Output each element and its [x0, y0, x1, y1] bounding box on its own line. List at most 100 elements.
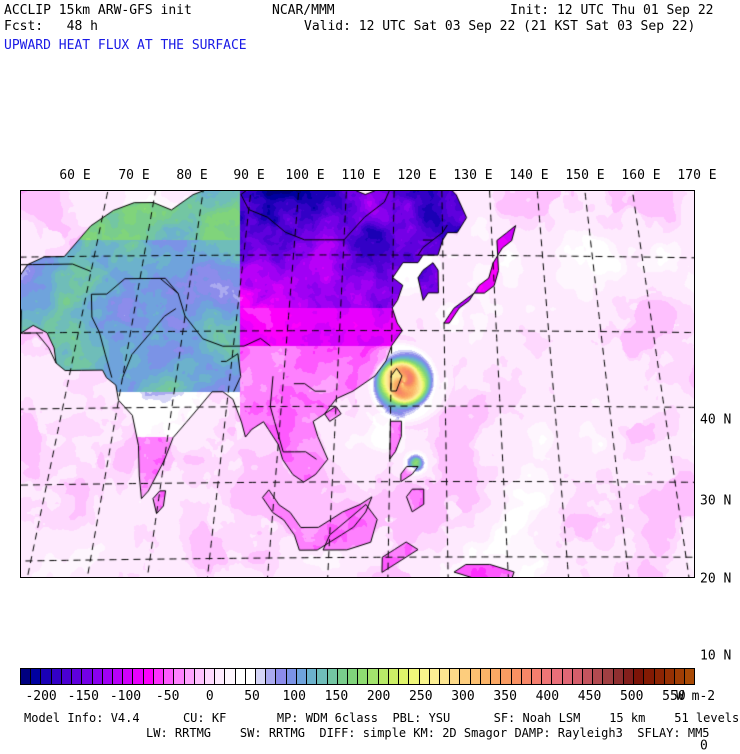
- colorbar-tick-14: 500: [619, 689, 644, 704]
- colorbar-cell: [654, 669, 665, 684]
- colorbar-cell: [460, 669, 471, 684]
- colorbar-cells: [20, 668, 695, 685]
- colorbar-cell: [348, 669, 359, 684]
- lon-label-4: 100 E: [285, 168, 325, 183]
- colorbar-cell: [613, 669, 624, 684]
- colorbar-cell: [245, 669, 257, 684]
- colorbar-cell: [644, 669, 655, 684]
- colorbar-cell: [399, 669, 410, 684]
- lon-label-3: 90 E: [233, 168, 265, 183]
- colorbar-cell: [204, 669, 216, 684]
- lon-label-2: 80 E: [176, 168, 208, 183]
- lon-label-7: 130 E: [453, 168, 493, 183]
- colorbar-cell: [307, 669, 318, 684]
- colorbar-cell: [51, 669, 62, 684]
- lon-label-1: 70 E: [118, 168, 150, 183]
- colorbar-cell: [419, 669, 430, 684]
- model-info-line-1: Model Info: V4.4 CU: KF MP: WDM 6class P…: [24, 711, 740, 725]
- colorbar-cell: [572, 669, 584, 684]
- colorbar-tick-15: 550: [662, 689, 686, 704]
- colorbar-cell: [31, 669, 42, 684]
- colorbar-cell: [225, 669, 236, 684]
- colorbar-cell: [378, 669, 389, 684]
- forecast-hour-label: Fcst: 48 h: [4, 19, 98, 34]
- colorbar-cell: [256, 669, 267, 684]
- colorbar-tick-0: -200: [25, 689, 57, 704]
- colorbar-cell: [603, 669, 614, 684]
- colorbar-cell: [184, 669, 195, 684]
- colorbar-cell: [388, 669, 400, 684]
- colorbar-cell: [194, 669, 205, 684]
- colorbar-cell: [164, 669, 175, 684]
- colorbar-cell: [215, 669, 226, 684]
- colorbar-cell: [143, 669, 154, 684]
- colorbar-tick-9: 250: [409, 689, 433, 704]
- colorbar-cell: [491, 669, 502, 684]
- colorbar-cell: [562, 669, 573, 684]
- colorbar-cell: [429, 669, 440, 684]
- colorbar-tick-2: -100: [109, 689, 142, 704]
- colorbar-cell: [439, 669, 451, 684]
- colorbar-cell: [82, 669, 93, 684]
- colorbar-cell: [153, 669, 165, 684]
- lat-label-1: 30 N: [700, 493, 732, 509]
- colorbar-tick-3: -50: [155, 689, 180, 704]
- colorbar-cell: [174, 669, 185, 684]
- valid-time-label: Valid: 12 UTC Sat 03 Sep 22 (21 KST Sat …: [304, 19, 696, 34]
- field-title: UPWARD HEAT FLUX AT THE SURFACE: [4, 38, 247, 53]
- lat-label-0: 40 N: [700, 412, 732, 428]
- colorbar-cell: [41, 669, 52, 684]
- colorbar-cell: [450, 669, 461, 684]
- colorbar-cell: [266, 669, 277, 684]
- lat-label-2: 20 N: [700, 571, 732, 587]
- colorbar-cell: [286, 669, 297, 684]
- colorbar-cell: [583, 669, 594, 684]
- colorbar-cell: [123, 669, 134, 684]
- colorbar-tick-4: 0: [205, 689, 214, 704]
- colorbar-cell: [327, 669, 338, 684]
- colorbar-cell: [92, 669, 103, 684]
- colorbar-cell: [317, 669, 328, 684]
- colorbar-cell: [675, 669, 686, 684]
- heat-flux-raster: [21, 191, 694, 577]
- colorbar-cell: [511, 669, 522, 684]
- colorbar-tick-11: 350: [493, 689, 517, 704]
- colorbar-units-label: W m-2: [676, 689, 716, 704]
- colorbar-cell: [21, 669, 32, 684]
- lon-label-5: 110 E: [341, 168, 381, 183]
- institution-label: NCAR/MMM: [272, 3, 335, 18]
- lon-label-9: 150 E: [565, 168, 605, 183]
- colorbar-cell: [552, 669, 563, 684]
- colorbar-cell: [337, 669, 348, 684]
- colorbar-cell: [61, 669, 73, 684]
- lon-label-6: 120 E: [397, 168, 437, 183]
- lon-label-10: 160 E: [621, 168, 661, 183]
- lon-label-0: 60 E: [59, 168, 91, 183]
- colorbar-cell: [112, 669, 124, 684]
- colorbar-tick-5: 50: [244, 689, 260, 704]
- lat-label-4: 0: [700, 738, 708, 754]
- colorbar-cell: [235, 669, 246, 684]
- init-time-label: Init: 12 UTC Thu 01 Sep 22: [510, 3, 714, 18]
- colorbar-cell: [634, 669, 645, 684]
- colorbar-cell: [296, 669, 308, 684]
- colorbar-cell: [531, 669, 543, 684]
- colorbar-cell: [480, 669, 492, 684]
- colorbar-cell: [276, 669, 287, 684]
- map-frame: [20, 190, 695, 578]
- model-title: ACCLIP 15km ARW-GFS init: [4, 3, 192, 18]
- colorbar-cell: [542, 669, 553, 684]
- model-info-line-2: LW: RRTMG SW: RRTMG DIFF: simple KM: 2D …: [146, 726, 710, 740]
- colorbar-tick-7: 150: [324, 689, 349, 704]
- colorbar-cell: [685, 669, 695, 684]
- colorbar-cell: [521, 669, 532, 684]
- lat-label-3: 10 N: [700, 648, 732, 664]
- colorbar-tick-8: 200: [366, 689, 391, 704]
- colorbar: [20, 668, 695, 685]
- colorbar-tick-12: 400: [535, 689, 560, 704]
- map-panel: [20, 190, 695, 578]
- colorbar-cell: [593, 669, 604, 684]
- lon-label-11: 170 E: [677, 168, 717, 183]
- colorbar-cell: [72, 669, 83, 684]
- colorbar-cell: [409, 669, 420, 684]
